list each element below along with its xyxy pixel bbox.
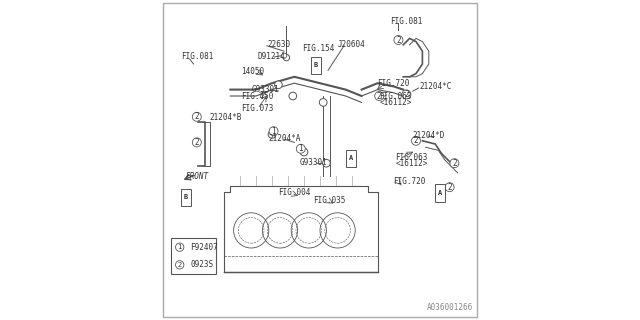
- Text: 2: 2: [195, 138, 199, 147]
- Text: 21204*D: 21204*D: [413, 131, 445, 140]
- Bar: [172, 238, 216, 274]
- Text: 21204*B: 21204*B: [210, 113, 242, 122]
- Text: 2: 2: [377, 92, 381, 100]
- Text: D91214: D91214: [258, 52, 285, 61]
- Text: 2: 2: [404, 90, 409, 99]
- Circle shape: [319, 99, 327, 106]
- Circle shape: [445, 183, 454, 192]
- Circle shape: [323, 159, 330, 167]
- Text: 22630: 22630: [268, 40, 291, 49]
- Circle shape: [193, 112, 201, 121]
- Text: 1: 1: [177, 244, 182, 250]
- Text: FIG.720: FIG.720: [378, 79, 410, 88]
- Text: A: A: [438, 190, 442, 196]
- Text: F92407: F92407: [190, 243, 218, 252]
- Text: <16112>: <16112>: [380, 98, 412, 107]
- Circle shape: [193, 138, 201, 147]
- Text: FIG.063: FIG.063: [396, 153, 428, 162]
- Text: 0923S: 0923S: [190, 260, 213, 269]
- Circle shape: [450, 159, 459, 168]
- Text: 2: 2: [177, 262, 182, 268]
- Text: FIG.720: FIG.720: [394, 177, 426, 186]
- FancyBboxPatch shape: [311, 57, 321, 74]
- Text: A036001266: A036001266: [428, 303, 474, 312]
- Circle shape: [412, 136, 420, 145]
- Circle shape: [275, 81, 282, 89]
- Circle shape: [175, 243, 184, 252]
- Text: 2: 2: [447, 183, 452, 192]
- Circle shape: [269, 127, 278, 136]
- Text: FIG.081: FIG.081: [181, 52, 213, 61]
- Text: G93301: G93301: [300, 158, 327, 167]
- Text: FIG.004: FIG.004: [278, 188, 311, 197]
- Text: B: B: [184, 195, 188, 200]
- Text: 2: 2: [452, 159, 457, 168]
- Circle shape: [375, 92, 384, 100]
- Circle shape: [402, 90, 411, 99]
- Circle shape: [394, 36, 403, 44]
- Text: <16112>: <16112>: [396, 159, 428, 168]
- Text: G93301: G93301: [251, 85, 279, 94]
- FancyBboxPatch shape: [435, 184, 445, 202]
- Text: B: B: [314, 62, 318, 68]
- Text: FIG.063: FIG.063: [380, 92, 412, 100]
- Text: 1: 1: [298, 144, 303, 153]
- Text: FRONT: FRONT: [186, 172, 209, 181]
- Text: FIG.081: FIG.081: [390, 17, 423, 26]
- Text: FIG.154: FIG.154: [302, 44, 335, 53]
- Text: FIG.035: FIG.035: [314, 196, 346, 204]
- Circle shape: [283, 54, 289, 61]
- FancyBboxPatch shape: [346, 150, 356, 167]
- Circle shape: [175, 260, 184, 269]
- Circle shape: [289, 92, 296, 100]
- Text: 2: 2: [396, 36, 401, 44]
- Circle shape: [300, 148, 308, 156]
- Text: 21204*A: 21204*A: [269, 134, 301, 143]
- Text: 1: 1: [271, 127, 276, 136]
- Circle shape: [296, 144, 305, 153]
- Text: FIG.450: FIG.450: [242, 92, 274, 101]
- Text: 21204*C: 21204*C: [419, 82, 452, 91]
- Circle shape: [282, 53, 287, 58]
- Text: 2: 2: [195, 112, 199, 121]
- Text: FIG.073: FIG.073: [242, 104, 274, 113]
- Text: A: A: [349, 156, 353, 161]
- Circle shape: [268, 131, 276, 138]
- Text: 14050: 14050: [242, 67, 265, 76]
- Text: J20604: J20604: [338, 40, 365, 49]
- FancyBboxPatch shape: [181, 189, 191, 206]
- Text: 2: 2: [413, 136, 419, 145]
